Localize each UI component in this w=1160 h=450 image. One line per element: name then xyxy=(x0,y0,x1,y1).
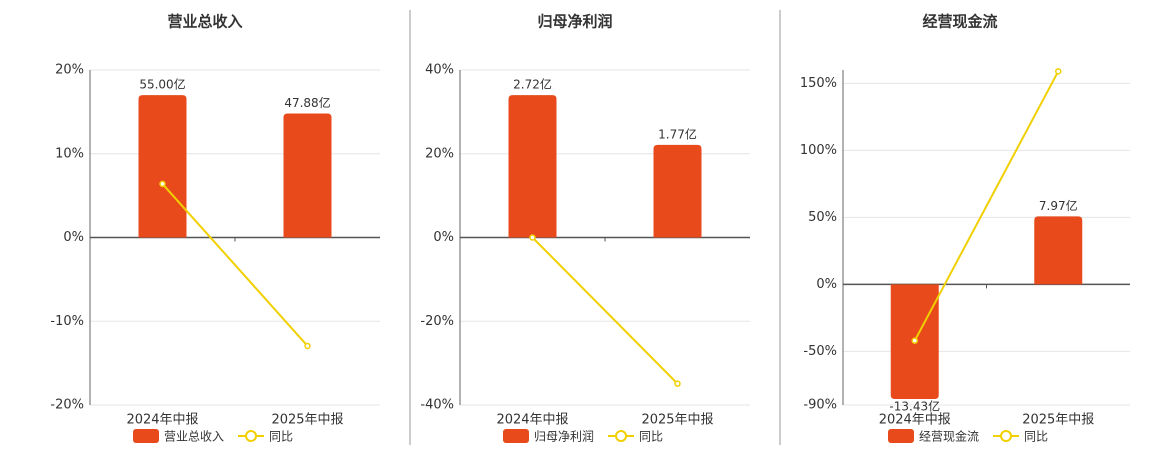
legend-label: 同比 xyxy=(269,430,293,444)
value-label: -13.43亿 xyxy=(889,398,940,413)
bar xyxy=(508,95,557,238)
line-point xyxy=(529,234,536,241)
line xyxy=(161,183,309,347)
x-tick-label: 2024年中报 xyxy=(496,413,568,428)
line-point xyxy=(159,180,166,188)
y-tick-label: -90% xyxy=(803,398,837,413)
y-tick-label: 0% xyxy=(433,230,454,245)
legend-swatch xyxy=(245,430,258,442)
legend-label: 同比 xyxy=(1024,430,1048,444)
y-tick-label: 0% xyxy=(816,277,837,292)
y-tick-label: 40% xyxy=(425,63,454,78)
line-point xyxy=(911,337,918,344)
bar xyxy=(283,113,332,238)
y-tick-label: 150% xyxy=(800,76,837,91)
legend-label: 营业总收入 xyxy=(164,430,224,444)
bar xyxy=(653,144,702,238)
legend-swatch xyxy=(888,429,914,443)
x-tick-label: 2025年中报 xyxy=(641,413,713,428)
y-tick-label: 100% xyxy=(800,143,837,158)
y-tick-label: 50% xyxy=(808,210,837,225)
line-point xyxy=(1055,68,1062,75)
value-label: 47.88亿 xyxy=(284,95,330,110)
line-point xyxy=(674,380,681,387)
y-tick-label: -20% xyxy=(50,398,84,413)
chart-title: 经营现金流 xyxy=(922,13,997,31)
value-label: 1.77亿 xyxy=(658,126,697,141)
legend-swatch xyxy=(615,430,628,442)
y-tick-label: -50% xyxy=(803,344,837,359)
y-tick-label: -20% xyxy=(420,314,454,329)
x-tick-label: 2025年中报 xyxy=(271,413,343,428)
bar xyxy=(1034,216,1083,285)
legend-label: 经营现金流 xyxy=(919,429,979,444)
line-point xyxy=(304,342,311,350)
legend-swatch xyxy=(133,429,159,443)
y-tick-label: 20% xyxy=(55,63,84,78)
value-label: 55.00亿 xyxy=(139,77,185,92)
value-label: 2.72亿 xyxy=(513,77,552,92)
bar xyxy=(138,95,187,238)
legend-swatch xyxy=(1000,430,1013,442)
chart-title: 归母净利润 xyxy=(537,13,612,31)
y-tick-label: -40% xyxy=(420,398,454,413)
value-label: 7.97亿 xyxy=(1039,198,1078,213)
legend-label: 同比 xyxy=(639,430,663,444)
chart-title: 营业总收入 xyxy=(167,13,242,31)
legend-swatch xyxy=(503,429,529,443)
x-tick-label: 2025年中报 xyxy=(1022,413,1094,428)
y-tick-label: 10% xyxy=(55,146,84,161)
legend-label: 归母净利润 xyxy=(534,430,594,444)
y-tick-label: -10% xyxy=(50,314,84,329)
line xyxy=(913,70,1060,342)
x-tick-label: 2024年中报 xyxy=(126,413,198,428)
x-tick-label: 2024年中报 xyxy=(879,413,951,428)
line xyxy=(531,236,679,385)
y-tick-label: 0% xyxy=(63,230,84,245)
y-tick-label: 20% xyxy=(425,146,454,161)
